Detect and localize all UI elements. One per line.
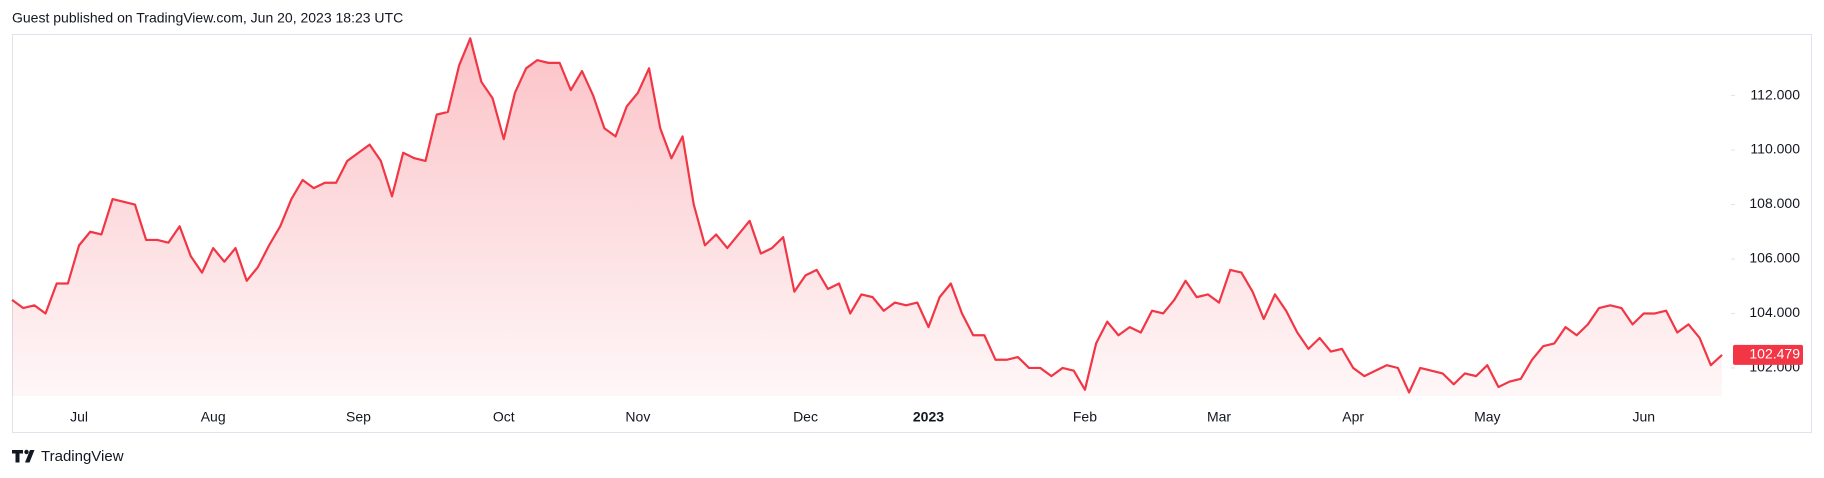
chart-frame <box>12 34 1812 433</box>
brand-logo <box>12 449 35 463</box>
last-price-badge <box>1733 344 1803 365</box>
x-tick-label: 2023 <box>913 409 944 425</box>
x-tick-label: Jun <box>1632 409 1655 425</box>
y-tick-label: 104.000 <box>1749 304 1800 320</box>
y-tick-label: 112.000 <box>1750 86 1800 102</box>
y-tick-label: 106.000 <box>1749 250 1800 266</box>
y-tick-label: 108.000 <box>1749 195 1800 211</box>
brand-name: TradingView <box>41 448 124 465</box>
x-tick-label: Oct <box>493 409 515 425</box>
area-fill <box>12 38 1722 397</box>
y-tick-label: 110.000 <box>1750 141 1800 157</box>
x-tick-label: Aug <box>201 409 226 425</box>
x-tick-label: May <box>1474 409 1500 425</box>
x-tick-label: Nov <box>625 409 650 425</box>
publish-note: Guest published on TradingView.com, Jun … <box>12 10 403 26</box>
x-tick-label: Sep <box>346 409 371 425</box>
x-tick-label: Feb <box>1073 409 1097 425</box>
last-price-label: 102.479 <box>1749 346 1800 362</box>
x-tick-label: Apr <box>1342 409 1364 425</box>
x-tick-label: Dec <box>793 409 818 425</box>
x-tick-label: Mar <box>1207 409 1231 425</box>
x-tick-label: Jul <box>70 409 88 425</box>
price-line <box>11 37 1723 394</box>
